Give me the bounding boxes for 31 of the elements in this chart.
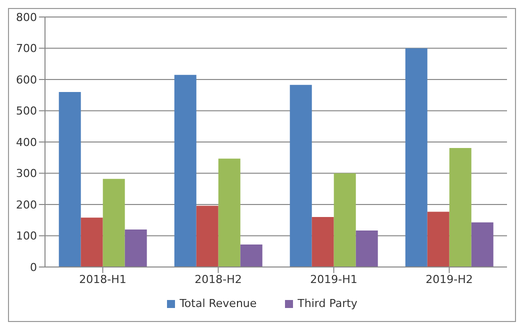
y-tick-label: 800: [16, 10, 37, 24]
bar: [334, 173, 356, 267]
bar: [240, 244, 262, 267]
bar: [405, 48, 428, 267]
bar: [356, 230, 378, 267]
x-tick-label: 2018-H1: [79, 272, 126, 286]
bar: [124, 230, 147, 267]
y-tick-label: 700: [16, 42, 37, 56]
bar: [196, 206, 218, 267]
bar: [471, 222, 494, 267]
bar: [174, 74, 196, 267]
bar: [80, 218, 103, 267]
y-tick-label: 500: [16, 104, 37, 118]
y-tick-label: 400: [16, 136, 37, 149]
y-tick-label: 300: [16, 167, 37, 180]
bar: [218, 158, 240, 267]
x-tick-label: 2019-H1: [310, 272, 358, 286]
x-tick-label: 2018-H2: [194, 272, 242, 286]
legend-label: Total Revenue: [178, 297, 257, 310]
legend-label: Third Party: [296, 297, 358, 310]
x-tick-label: 2019-H2: [426, 272, 473, 286]
bar: [312, 217, 334, 267]
bar: [290, 84, 312, 267]
bar: [449, 148, 472, 267]
y-tick-label: 100: [16, 230, 37, 243]
y-tick-label: 200: [16, 198, 37, 212]
y-tick-label: 0: [30, 260, 37, 274]
bar: [427, 212, 450, 267]
y-tick-label: 600: [16, 73, 37, 86]
bar: [102, 178, 125, 267]
bar: [58, 92, 81, 267]
